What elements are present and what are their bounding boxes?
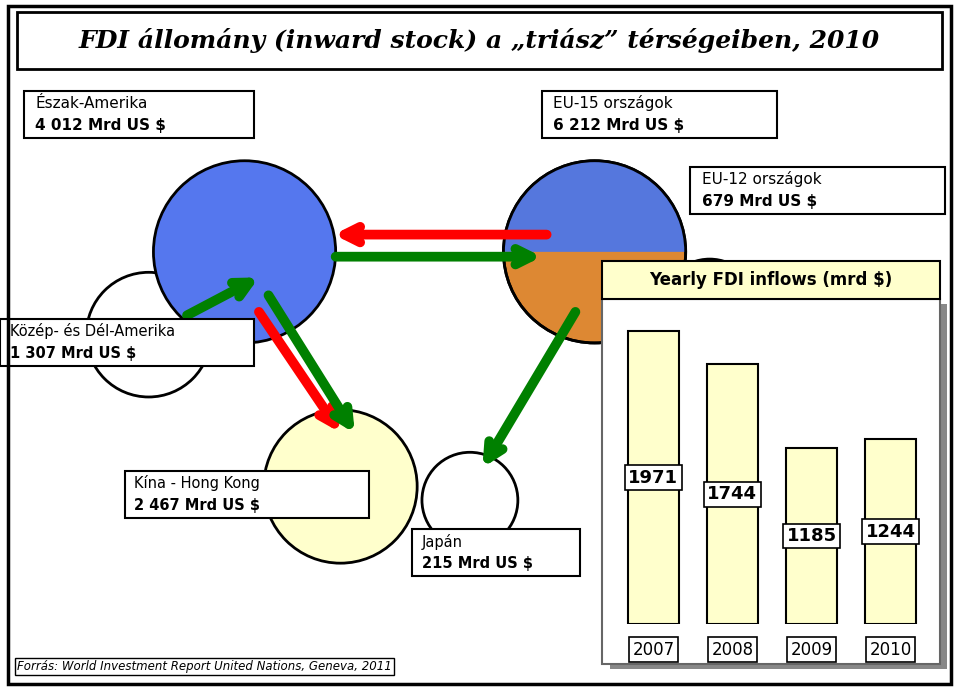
Ellipse shape [86,273,211,397]
Bar [627,331,679,624]
Text: 215 Mrd US $: 215 Mrd US $ [422,556,533,571]
Text: EU-12 országok: EU-12 országok [702,171,822,188]
Text: 1244: 1244 [866,523,916,541]
Text: Kína - Hong Kong: Kína - Hong Kong [134,475,260,491]
FancyBboxPatch shape [125,471,369,518]
Text: 2 467 Mrd US $: 2 467 Mrd US $ [134,497,260,513]
FancyBboxPatch shape [0,319,254,366]
Text: 1971: 1971 [628,469,678,486]
FancyBboxPatch shape [17,12,942,69]
Ellipse shape [422,453,518,548]
Text: Észak-Amerika: Észak-Amerika [35,96,148,111]
Ellipse shape [503,161,686,343]
Text: Yearly FDI inflows (mrd $): Yearly FDI inflows (mrd $) [649,271,893,289]
Text: EU-15 országok: EU-15 országok [553,95,673,112]
FancyBboxPatch shape [610,304,947,669]
Text: 1744: 1744 [708,486,758,504]
FancyBboxPatch shape [690,167,945,214]
Ellipse shape [264,410,417,563]
Bar [785,448,837,624]
Text: 1185: 1185 [786,527,836,545]
Text: FDI állomány (inward stock) a „triász” térségeiben, 2010: FDI állomány (inward stock) a „triász” t… [79,28,880,53]
FancyBboxPatch shape [542,91,777,138]
Ellipse shape [153,161,336,343]
Bar [865,439,917,624]
PathPatch shape [503,161,686,252]
Text: 679 Mrd US $: 679 Mrd US $ [702,194,817,209]
FancyBboxPatch shape [602,299,940,664]
Text: 2010: 2010 [870,640,912,659]
FancyBboxPatch shape [412,529,580,576]
Text: Közép- és Dél-Amerika: Közép- és Dél-Amerika [10,323,175,339]
Text: 6 212 Mrd US $: 6 212 Mrd US $ [553,118,685,133]
Text: 1 307 Mrd US $: 1 307 Mrd US $ [10,346,136,361]
Text: 2007: 2007 [632,640,674,659]
Bar [707,364,759,624]
FancyBboxPatch shape [602,261,940,299]
Text: Forrás: World Investment Report United Nations, Geneva, 2011: Forrás: World Investment Report United N… [17,660,392,673]
Ellipse shape [662,259,758,355]
Text: 2009: 2009 [790,640,832,659]
FancyBboxPatch shape [24,91,254,138]
Text: Japán: Japán [422,533,463,550]
Text: 4 012 Mrd US $: 4 012 Mrd US $ [35,118,166,133]
Text: 2008: 2008 [712,640,754,659]
